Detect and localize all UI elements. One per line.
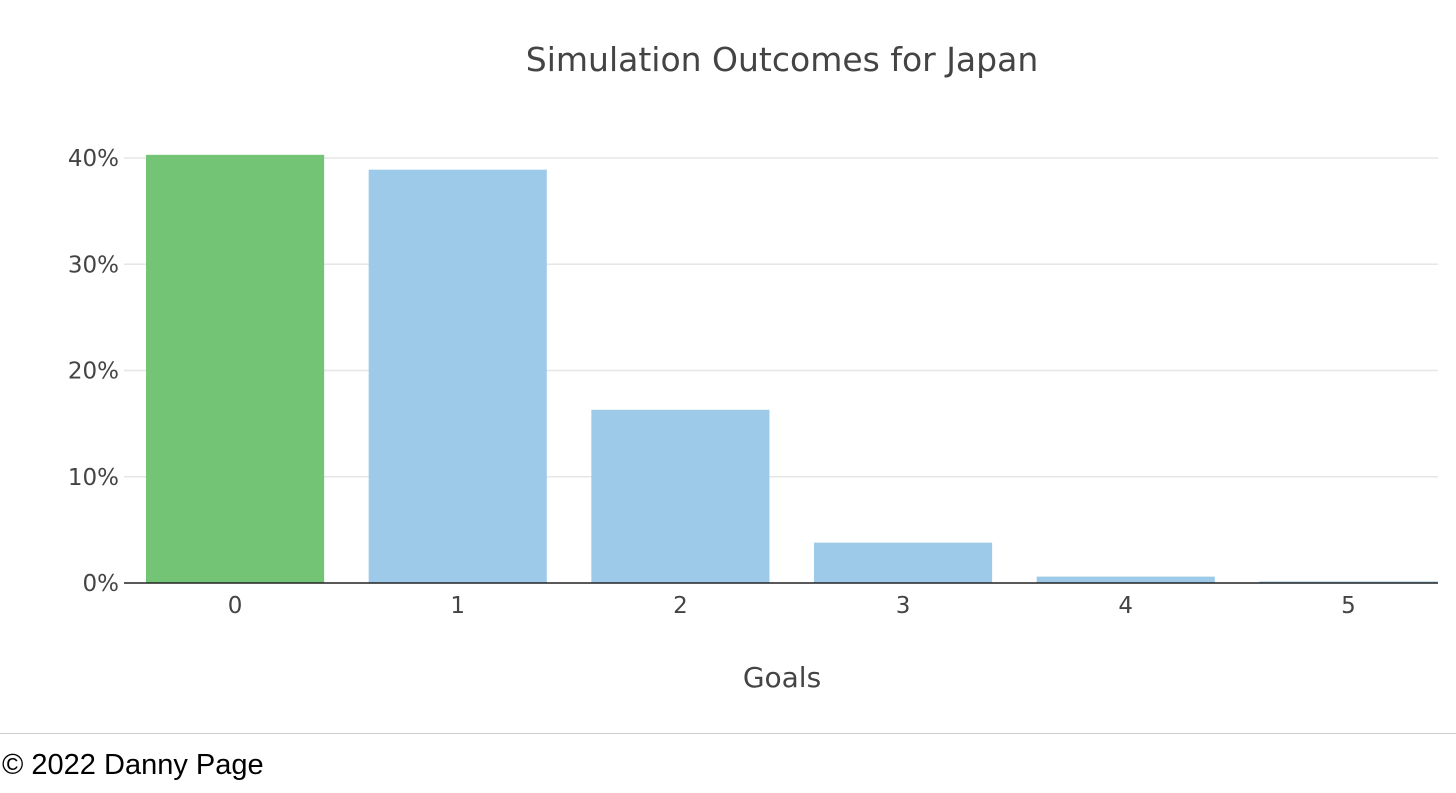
gridlines [124, 157, 1438, 478]
chart-title: Simulation Outcomes for Japan [526, 40, 1038, 79]
bar-4 [1036, 576, 1215, 583]
y-tick-label-30: 30% [68, 252, 119, 278]
x-tick-label-5: 5 [1341, 593, 1356, 619]
x-tick-label-4: 4 [1118, 593, 1133, 619]
bar-1 [368, 169, 547, 583]
bar-2 [591, 409, 770, 583]
bars [146, 154, 1438, 583]
bar-0 [146, 154, 325, 583]
bar-chart: Simulation Outcomes for Japan 0%10%20%30… [68, 40, 1438, 694]
x-tick-label-0: 0 [228, 593, 243, 619]
x-axis-title: Goals [743, 661, 821, 694]
footer-copyright: © 2022 Danny Page [2, 749, 264, 781]
x-tick-label-1: 1 [450, 593, 465, 619]
bar-3 [814, 542, 993, 583]
x-axis-ticks: 0 1 2 3 4 5 [228, 593, 1356, 619]
footer-divider [0, 733, 1456, 734]
y-tick-label-20: 20% [68, 359, 119, 385]
y-tick-label-0: 0% [83, 571, 120, 597]
x-tick-label-3: 3 [896, 593, 911, 619]
y-axis-ticks: 0% 10% 20% 30% 40% [68, 146, 119, 597]
y-tick-label-40: 40% [68, 146, 119, 172]
y-tick-label-10: 10% [68, 465, 119, 491]
bar-5 [1259, 581, 1438, 583]
x-tick-label-2: 2 [673, 593, 688, 619]
